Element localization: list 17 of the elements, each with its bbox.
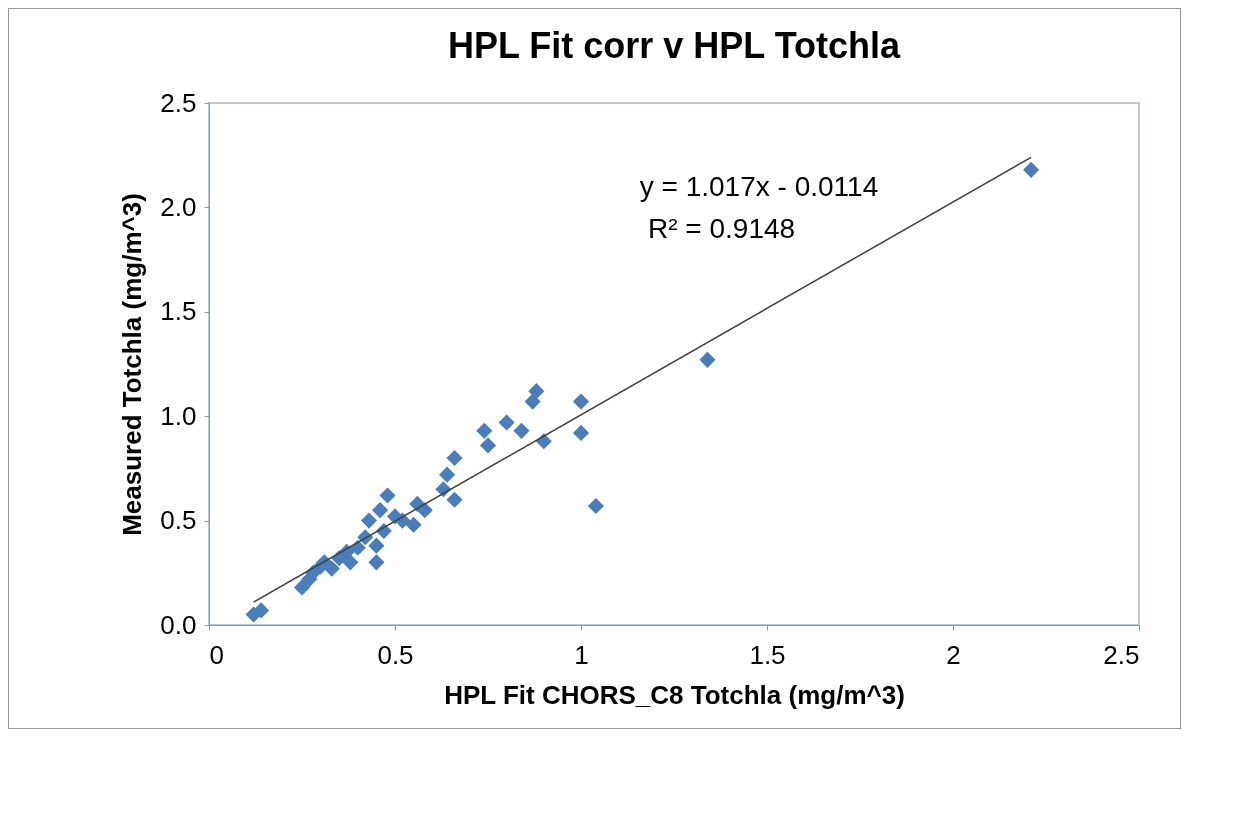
chart-title: HPL Fit corr v HPL Totchla [447, 25, 902, 66]
y-tick-label: 0.0 [160, 609, 197, 640]
y-axis-title: Measured Totchla (mg/m^3) [117, 193, 148, 536]
annotation: R² = 0.9148 [648, 213, 796, 244]
x-tick-label: 1 [574, 639, 589, 670]
y-tick-label: 1.0 [160, 400, 197, 431]
y-tick-label: 1.5 [160, 296, 197, 327]
y-tick-label: 0.5 [160, 505, 197, 536]
x-axis-title: HPL Fit CHORS_C8 Totchla (mg/m^3) [444, 679, 905, 710]
annotation: y = 1.017x - 0.0114 [639, 171, 879, 202]
x-tick-label: 1.5 [749, 639, 786, 670]
x-tick-label: 2 [946, 639, 961, 670]
x-tick-label: 2.5 [1103, 639, 1140, 670]
y-tick-label: 2.0 [160, 191, 197, 222]
y-tick-label: 2.5 [160, 87, 197, 118]
x-tick-label: 0.5 [377, 639, 414, 670]
x-tick-label: 0 [209, 639, 224, 670]
